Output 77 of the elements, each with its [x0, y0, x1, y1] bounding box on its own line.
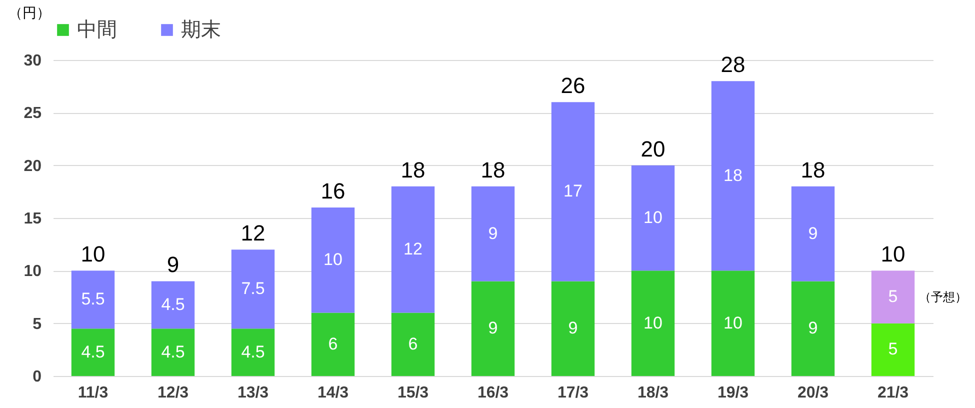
bar [871, 323, 915, 376]
bar [231, 250, 275, 329]
y-tick-label: 15 [24, 210, 42, 228]
y-tick-label: 10 [24, 263, 42, 280]
bar [231, 328, 275, 376]
x-tick-label: 14/3 [317, 384, 349, 402]
bar [151, 281, 195, 329]
x-tick-label: 12/3 [157, 384, 189, 402]
data-label: 18 [724, 166, 742, 185]
y-axis-title: （円） [8, 4, 50, 20]
y-tick-label: 0 [32, 368, 42, 386]
bar [151, 328, 195, 376]
data-label: 12 [404, 240, 422, 259]
total-label: 9 [166, 252, 180, 278]
data-label: 4.5 [81, 342, 105, 362]
bar [551, 102, 595, 282]
y-tick-label: 30 [24, 52, 42, 70]
data-label: 9 [488, 318, 498, 338]
bar [871, 270, 915, 324]
data-label: 4.5 [161, 342, 185, 362]
data-label: 17 [564, 182, 582, 201]
bar [551, 281, 595, 376]
data-label: 5 [888, 287, 898, 306]
y-tick-label: 5 [32, 316, 42, 333]
x-tick-label: 19/3 [717, 384, 749, 402]
total-label: 10 [80, 242, 106, 267]
x-tick-label: 17/3 [557, 384, 589, 402]
data-label: 5.5 [81, 290, 105, 309]
data-label: 10 [324, 250, 342, 270]
bar [311, 207, 355, 313]
total-label: 28 [720, 52, 746, 78]
bar [631, 165, 675, 271]
annotation: （予想） [919, 290, 967, 304]
data-label: 4.5 [161, 294, 185, 314]
x-tick-label: 20/3 [797, 384, 829, 402]
bar [311, 312, 355, 376]
bar [791, 281, 835, 376]
total-label: 18 [800, 157, 826, 182]
data-label: 4.5 [241, 342, 265, 362]
data-label: 9 [808, 224, 818, 243]
bar [391, 186, 435, 313]
total-label: 18 [400, 157, 426, 182]
x-tick-label: 15/3 [397, 384, 429, 402]
total-label: 18 [480, 157, 506, 182]
data-label: 6 [328, 334, 338, 354]
x-tick-label: 18/3 [637, 384, 669, 402]
bar [391, 312, 435, 376]
total-label: 16 [320, 178, 346, 204]
x-tick-label: 11/3 [78, 384, 108, 402]
total-label: 20 [640, 136, 666, 162]
total-label: 12 [240, 220, 266, 246]
x-tick-label: 21/3 [877, 384, 909, 402]
legend-label: 期末 [181, 19, 221, 41]
legend-label: 中間 [77, 19, 117, 41]
total-label: 26 [560, 73, 586, 98]
data-label: 10 [724, 313, 742, 332]
bar [791, 186, 835, 282]
data-label: 6 [408, 334, 418, 354]
x-tick-label: 13/3 [237, 384, 269, 402]
data-label: 7.5 [241, 279, 265, 298]
bar [711, 81, 755, 271]
bar [471, 281, 515, 376]
x-tick-label: 16/3 [477, 384, 509, 402]
total-label: 10 [880, 242, 906, 267]
data-label: 9 [568, 318, 578, 338]
data-label: 9 [808, 318, 818, 338]
bar [71, 328, 115, 376]
bar [471, 186, 515, 282]
y-tick-label: 25 [24, 105, 42, 122]
data-label: 9 [488, 224, 498, 243]
bar [631, 270, 675, 376]
data-label: 10 [644, 208, 662, 227]
bar [711, 270, 755, 376]
bar [71, 270, 115, 329]
data-label: 5 [888, 340, 898, 359]
data-label: 10 [644, 313, 662, 332]
y-tick-label: 20 [24, 158, 42, 175]
